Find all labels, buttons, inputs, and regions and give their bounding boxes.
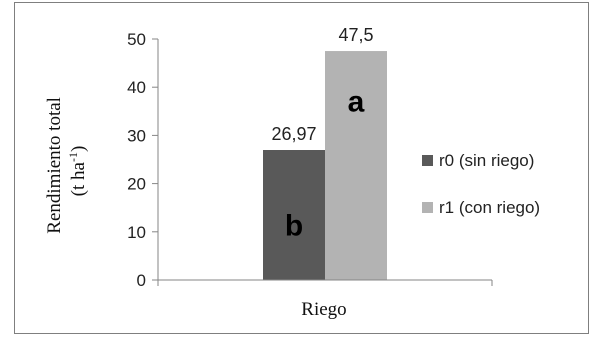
data-label: 26,97: [271, 124, 316, 144]
bar-r0: [263, 150, 325, 280]
bar-group: 26,97 b 47,5 a: [263, 25, 387, 280]
legend-swatch: [422, 202, 433, 213]
svg-text:Rendimiento total (t ha-: Rendimiento total (t ha-1): [44, 92, 89, 233]
y-axis-unit-text: (t ha: [68, 161, 89, 196]
legend-label: r1 (con riego): [439, 198, 540, 217]
y-axis-title-text: Rendimiento total: [44, 97, 65, 234]
legend-swatch: [422, 155, 433, 166]
y-axis-unit-superscript: -1: [66, 152, 80, 162]
legend: r0 (sin riego) r1 (con riego): [422, 151, 540, 217]
y-axis-unit-close: ): [68, 146, 89, 152]
data-label: 47,5: [338, 25, 373, 45]
legend-label: r0 (sin riego): [439, 151, 534, 170]
y-tick-label: 10: [127, 223, 146, 242]
x-axis-title: Riego: [301, 299, 346, 320]
bar-r1: [325, 51, 387, 280]
y-tick-label: 0: [137, 271, 146, 290]
y-tick-label: 20: [127, 175, 146, 194]
significance-letter: b: [285, 209, 303, 242]
significance-letter: a: [348, 85, 365, 118]
y-axis-title: Rendimiento total (t ha-1): [44, 92, 89, 234]
y-tick-label: 30: [127, 126, 146, 145]
y-axis: 0 10 20 30 40 50: [127, 30, 159, 290]
x-axis: Riego: [157, 279, 493, 320]
y-tick-label: 50: [127, 30, 146, 49]
y-tick-label: 40: [127, 78, 146, 97]
